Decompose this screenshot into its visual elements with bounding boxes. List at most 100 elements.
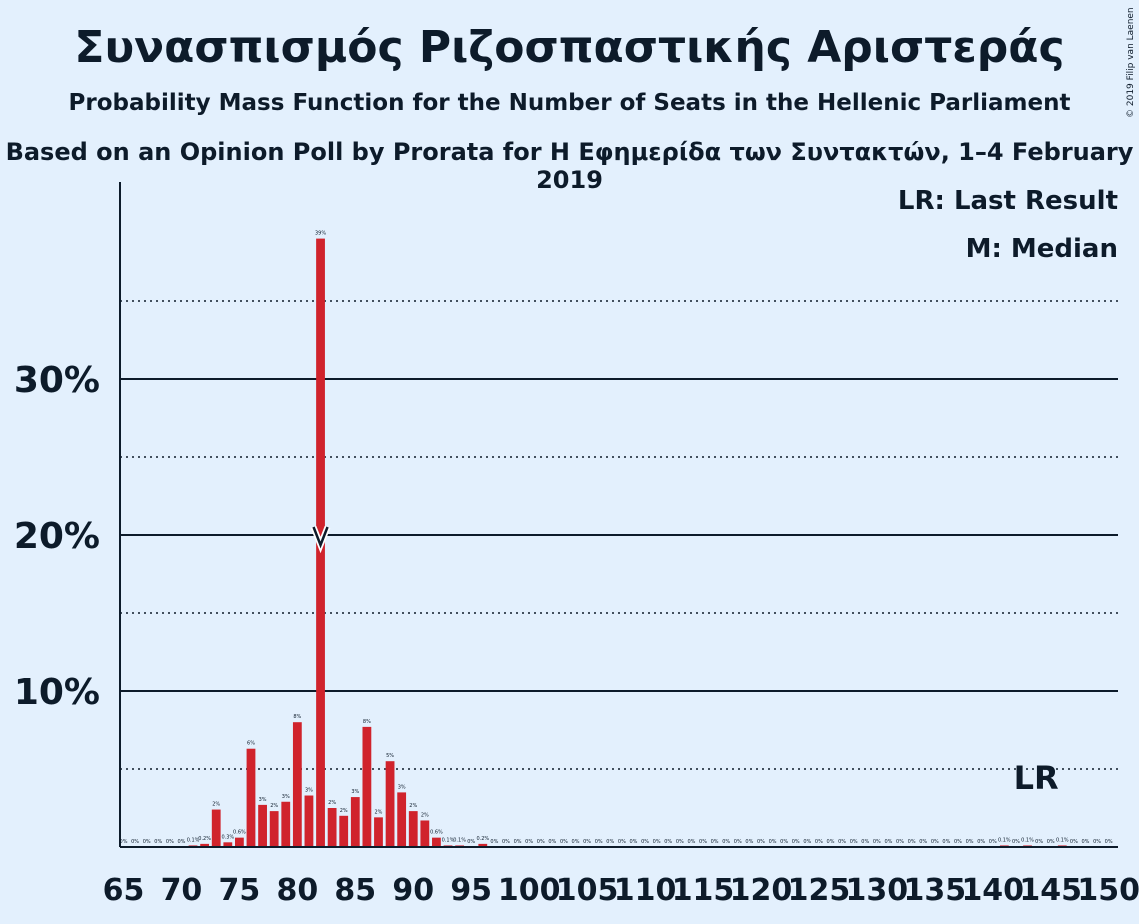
- bar-value-label: 0.2%: [198, 836, 211, 842]
- bar-value-label: 0%: [873, 839, 881, 845]
- bar-value-label: 0%: [908, 839, 916, 845]
- bar: [339, 815, 349, 847]
- bar: [223, 842, 233, 847]
- bar: [211, 809, 221, 847]
- bar-value-label: 0%: [154, 839, 162, 845]
- bar-value-label: 0.1%: [1021, 837, 1034, 843]
- x-tick-label: 85: [334, 873, 376, 908]
- bar-value-label: 0.3%: [221, 834, 234, 840]
- bar-value-label: 0%: [1082, 839, 1090, 845]
- bar-value-label: 0%: [838, 839, 846, 845]
- bar-value-label: 0%: [954, 839, 962, 845]
- bar-value-label: 0%: [1070, 839, 1078, 845]
- bar: [420, 820, 430, 847]
- bar-value-label: 0.1%: [998, 837, 1011, 843]
- bar: [304, 795, 314, 847]
- x-tick-label: 130: [846, 873, 909, 908]
- bar-value-label: 0%: [769, 839, 777, 845]
- chart-title: Συνασπισμός Ριζοσπαστικής Αριστεράς: [74, 22, 1065, 73]
- x-tick-label: 125: [788, 873, 851, 908]
- bar-value-label: 2%: [409, 803, 417, 809]
- bar-value-label: 8%: [293, 714, 301, 720]
- bar-value-label: 0%: [792, 839, 800, 845]
- bar: [327, 808, 337, 847]
- bar: [258, 804, 267, 847]
- markers: LR: [310, 525, 1059, 797]
- bar-value-label: 0%: [780, 839, 788, 845]
- axes: [119, 182, 1118, 848]
- bar-value-label: 0%: [467, 839, 475, 845]
- legend-median: M: Median: [966, 234, 1118, 264]
- bar-value-label: 3%: [259, 797, 267, 803]
- bar-value-label: 0%: [618, 839, 626, 845]
- x-tick-label: 140: [961, 873, 1024, 908]
- bar-value-labels: 0% 0% 0% 0% 0% 0% 0.1%0.2%2%0.3%0.6%6%3%2%3%8%…: [120, 231, 1113, 845]
- bar-value-label: 0.1%: [453, 837, 466, 843]
- bar: [397, 792, 407, 847]
- bar-value-label: 0.2%: [476, 836, 489, 842]
- grid-lines: [120, 300, 1118, 770]
- bar: [281, 801, 291, 847]
- bar-value-label: 0%: [861, 839, 869, 845]
- median-marker: [312, 526, 329, 549]
- bar-value-label: 0%: [595, 839, 603, 845]
- bar-value-label: 2%: [375, 809, 383, 815]
- bar-value-label: 0%: [850, 839, 858, 845]
- bar-value-label: 0%: [490, 839, 498, 845]
- bar-value-label: 0%: [131, 839, 139, 845]
- bar-value-label: 2%: [340, 808, 348, 814]
- x-tick-label: 90: [392, 873, 434, 908]
- bar-value-label: 0%: [537, 839, 545, 845]
- bar-value-label: 0%: [676, 839, 684, 845]
- bar: [269, 811, 279, 847]
- bar-value-label: 0%: [548, 839, 556, 845]
- x-tick-label: 145: [1019, 873, 1082, 908]
- bar-value-label: 0%: [757, 839, 765, 845]
- bar-value-label: 0%: [745, 839, 753, 845]
- bar-value-label: 0%: [514, 839, 522, 845]
- bar-value-label: 0%: [606, 839, 614, 845]
- last-result-marker: LR: [1014, 759, 1059, 797]
- bar-value-label: 0%: [1047, 839, 1055, 845]
- bar-value-label: 0.6%: [233, 830, 246, 836]
- bar: [478, 843, 488, 847]
- bar-value-label: 0%: [583, 839, 591, 845]
- tick-labels: 65 70 75 80 85 90 95 10010511011512012513013514…: [14, 360, 1139, 908]
- bar: [374, 817, 383, 847]
- bar-value-label: 0%: [919, 839, 927, 845]
- bar-value-label: 0%: [502, 839, 510, 845]
- x-tick-label: 135: [903, 873, 966, 908]
- bar-value-label: 0%: [815, 839, 823, 845]
- x-tick-label: 120: [730, 873, 793, 908]
- bar: [292, 722, 302, 847]
- bar-value-label: 3%: [305, 788, 313, 794]
- bar: [385, 761, 395, 847]
- bar: [362, 726, 372, 847]
- bar-value-label: 2%: [328, 800, 336, 806]
- bar-value-label: 0%: [884, 839, 892, 845]
- bar-value-label: 8%: [363, 719, 371, 725]
- bar-value-label: 0%: [1012, 839, 1020, 845]
- x-tick-label: 75: [219, 873, 261, 908]
- y-tick-label: 30%: [14, 360, 100, 401]
- bar-value-label: 2%: [421, 812, 429, 818]
- bar-value-label: 0%: [803, 839, 811, 845]
- bar: [200, 843, 210, 847]
- bar: [408, 811, 418, 847]
- bar-value-label: 0%: [572, 839, 580, 845]
- bar-value-label: 0%: [699, 839, 707, 845]
- chart-source-subtitle: Based on an Opinion Poll by Prorata for …: [5, 138, 1134, 194]
- y-tick-label: 10%: [14, 672, 100, 713]
- bar-value-label: 3%: [398, 784, 406, 790]
- bar-value-label: 0%: [664, 839, 672, 845]
- bar: [350, 797, 360, 847]
- bar-value-label: 0%: [827, 839, 835, 845]
- bar-value-label: 0%: [711, 839, 719, 845]
- bar: [235, 837, 244, 847]
- bar-value-label: 0%: [734, 839, 742, 845]
- bar-value-label: 0.1%: [187, 837, 200, 843]
- y-tick-label: 20%: [14, 516, 100, 557]
- bar-value-label: 0%: [966, 839, 974, 845]
- x-tick-label: 115: [672, 873, 735, 908]
